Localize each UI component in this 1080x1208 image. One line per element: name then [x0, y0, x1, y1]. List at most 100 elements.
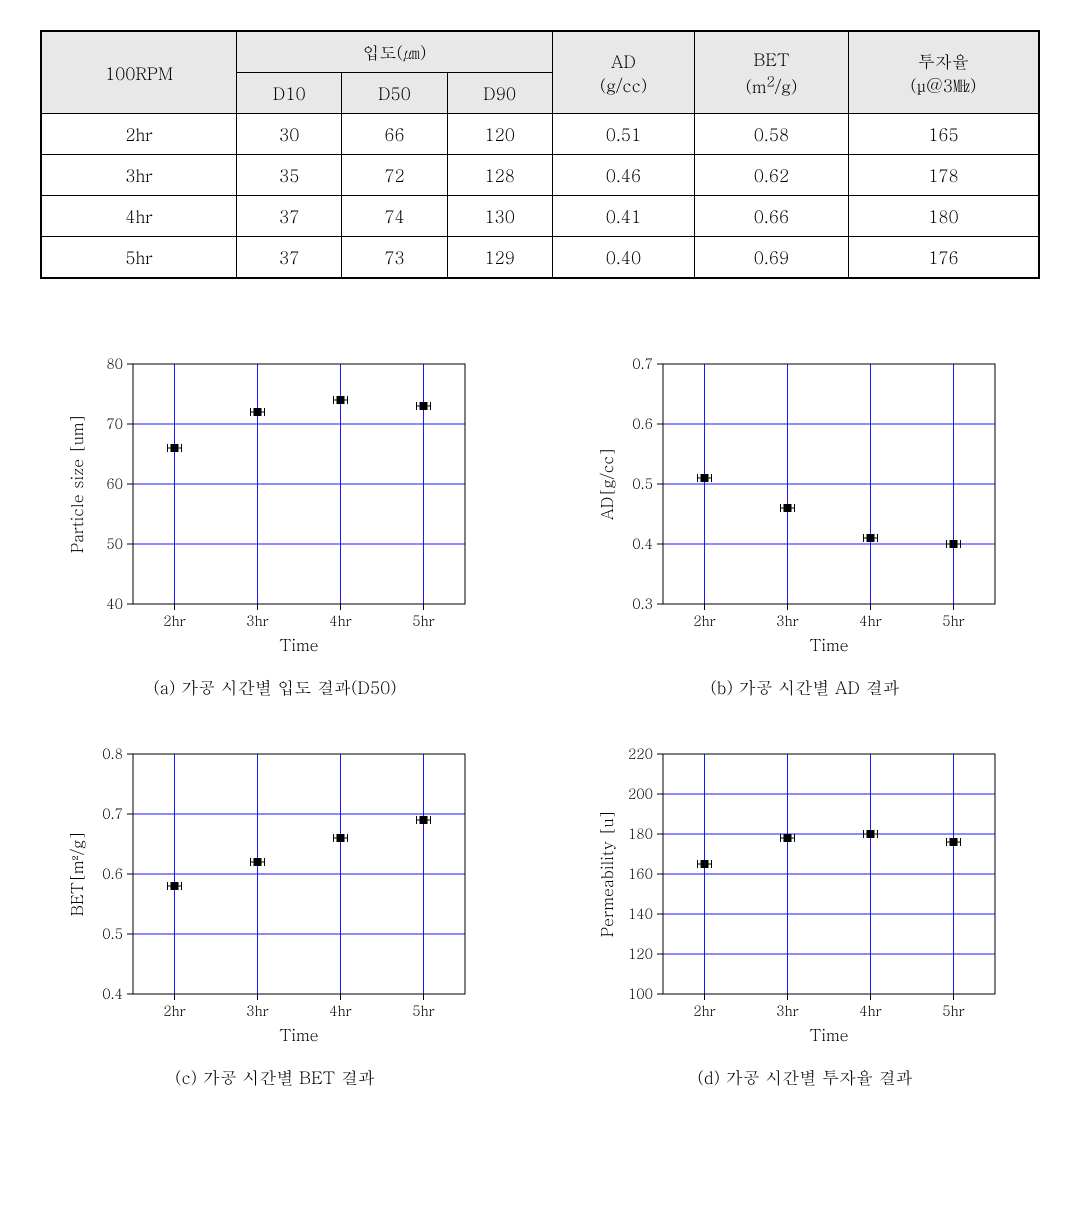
- svg-text:AD[g/cc]: AD[g/cc]: [595, 448, 618, 520]
- chart-b: 0.3 0.4 0.5 0.6 0.7 2hr 3hr 4hr 5hr Time AD[g/cc]: [595, 349, 1015, 659]
- svg-text:140: 140: [628, 903, 653, 923]
- cell-perm: 180: [848, 196, 1039, 237]
- chart-c: 0.4 0.5 0.6 0.7 0.8 2hr 3hr 4hr 5hr Time BET[m²/g]: [65, 739, 485, 1049]
- cell-d90: 120: [447, 114, 552, 155]
- col-100rpm: 100RPM: [41, 31, 237, 114]
- cell-d10: 35: [237, 155, 342, 196]
- svg-text:0.4: 0.4: [102, 983, 123, 1003]
- chart-c-cell: 0.4 0.5 0.6 0.7 0.8 2hr 3hr 4hr 5hr Time BET[m²/g]…: [40, 739, 510, 1089]
- svg-text:4hr: 4hr: [329, 610, 352, 630]
- cell-d90: 128: [447, 155, 552, 196]
- cell-ad: 0.51: [552, 114, 694, 155]
- svg-text:4hr: 4hr: [859, 1000, 882, 1020]
- col-d90: D90: [447, 73, 552, 114]
- cell-t: 3hr: [41, 155, 237, 196]
- cell-ad: 0.40: [552, 237, 694, 279]
- cell-bet: 0.58: [695, 114, 849, 155]
- table-row: 2hr30661200.510.58165: [41, 114, 1039, 155]
- svg-text:60: 60: [106, 473, 123, 493]
- svg-text:200: 200: [628, 783, 653, 803]
- cell-d90: 130: [447, 196, 552, 237]
- svg-text:3hr: 3hr: [776, 610, 799, 630]
- col-d50: D50: [342, 73, 447, 114]
- svg-text:100: 100: [628, 983, 653, 1003]
- svg-text:80: 80: [106, 353, 123, 373]
- svg-text:3hr: 3hr: [246, 610, 269, 630]
- svg-text:180: 180: [628, 823, 653, 843]
- chart-d: 100 120 140 160 180 200 220 2hr 3hr 4hr 5hr Time Per…: [595, 739, 1015, 1049]
- svg-text:0.4: 0.4: [632, 533, 653, 553]
- svg-text:70: 70: [106, 413, 123, 433]
- col-bet: BET(m2/g): [695, 31, 849, 114]
- cell-d50: 66: [342, 114, 447, 155]
- cell-perm: 176: [848, 237, 1039, 279]
- cell-d10: 30: [237, 114, 342, 155]
- cell-perm: 178: [848, 155, 1039, 196]
- svg-text:Time: Time: [279, 1023, 318, 1046]
- svg-text:40: 40: [106, 593, 123, 613]
- col-ad-label: AD(g/cc): [600, 49, 648, 97]
- cell-t: 5hr: [41, 237, 237, 279]
- svg-text:3hr: 3hr: [246, 1000, 269, 1020]
- chart-a-cell: 40506070802hr3hr4hr5hrTimeParticle size …: [40, 349, 510, 699]
- svg-text:0.6: 0.6: [102, 863, 123, 883]
- table-row: 5hr37731290.400.69176: [41, 237, 1039, 279]
- chart-a: 40506070802hr3hr4hr5hrTimeParticle size …: [65, 349, 485, 659]
- table-row: 3hr35721280.460.62178: [41, 155, 1039, 196]
- svg-text:4hr: 4hr: [859, 610, 882, 630]
- svg-text:2hr: 2hr: [163, 1000, 186, 1020]
- data-table: 100RPM 입도(㎛) AD(g/cc) BET(m2/g) 투자율(μ@3㎒…: [40, 30, 1040, 279]
- cell-t: 4hr: [41, 196, 237, 237]
- svg-text:0.5: 0.5: [102, 923, 123, 943]
- svg-text:Time: Time: [809, 1023, 848, 1046]
- cell-d10: 37: [237, 196, 342, 237]
- caption-a: (a) 가공 시간별 입도 결과(D50): [40, 675, 510, 699]
- svg-text:0.5: 0.5: [632, 473, 653, 493]
- svg-text:50: 50: [106, 533, 123, 553]
- cell-bet: 0.66: [695, 196, 849, 237]
- svg-text:0.7: 0.7: [632, 353, 653, 373]
- svg-text:Permeability [u]: Permeability [u]: [595, 811, 618, 938]
- col-d10: D10: [237, 73, 342, 114]
- cell-ad: 0.41: [552, 196, 694, 237]
- cell-d10: 37: [237, 237, 342, 279]
- cell-d50: 74: [342, 196, 447, 237]
- svg-text:120: 120: [628, 943, 653, 963]
- cell-d50: 72: [342, 155, 447, 196]
- svg-text:0.6: 0.6: [632, 413, 653, 433]
- cell-bet: 0.69: [695, 237, 849, 279]
- svg-text:2hr: 2hr: [163, 610, 186, 630]
- svg-text:0.3: 0.3: [632, 593, 653, 613]
- svg-text:2hr: 2hr: [693, 1000, 716, 1020]
- col-ad: AD(g/cc): [552, 31, 694, 114]
- col-bet-label: BET(m2/g): [746, 47, 798, 99]
- cell-perm: 165: [848, 114, 1039, 155]
- svg-text:2hr: 2hr: [693, 610, 716, 630]
- svg-text:0.7: 0.7: [102, 803, 123, 823]
- svg-text:220: 220: [628, 743, 653, 763]
- svg-text:3hr: 3hr: [776, 1000, 799, 1020]
- svg-text:4hr: 4hr: [329, 1000, 352, 1020]
- cell-d90: 129: [447, 237, 552, 279]
- caption-c: (c) 가공 시간별 BET 결과: [40, 1065, 510, 1089]
- svg-text:0.8: 0.8: [102, 743, 123, 763]
- svg-text:Particle size [um]: Particle size [um]: [65, 415, 88, 554]
- table-row: 4hr37741300.410.66180: [41, 196, 1039, 237]
- col-ipdo-group: 입도(㎛): [237, 31, 553, 73]
- svg-text:5hr: 5hr: [942, 1000, 965, 1020]
- cell-bet: 0.62: [695, 155, 849, 196]
- svg-text:Time: Time: [809, 633, 848, 656]
- col-perm: 투자율(μ@3㎒): [848, 31, 1039, 114]
- chart-b-cell: 0.30.40.50.60.72hr3hr4hr5hrTimeAD[g/cc] …: [570, 349, 1040, 699]
- cell-t: 2hr: [41, 114, 237, 155]
- chart-d-cell: 100 120 140 160 180 200 220 2hr 3hr 4hr 5hr Time Per…: [570, 739, 1040, 1089]
- svg-text:160: 160: [628, 863, 653, 883]
- svg-text:5hr: 5hr: [412, 1000, 435, 1020]
- svg-text:Time: Time: [279, 633, 318, 656]
- col-perm-label: 투자율(μ@3㎒): [910, 49, 976, 97]
- charts-grid: 40 50 60 70 80 2hr 3hr 4hr 5hr Time Particle size …: [40, 349, 1040, 1089]
- cell-ad: 0.46: [552, 155, 694, 196]
- svg-text:5hr: 5hr: [942, 610, 965, 630]
- caption-d: (d) 가공 시간별 투자율 결과: [570, 1065, 1040, 1089]
- svg-text:BET[m²/g]: BET[m²/g]: [65, 832, 88, 917]
